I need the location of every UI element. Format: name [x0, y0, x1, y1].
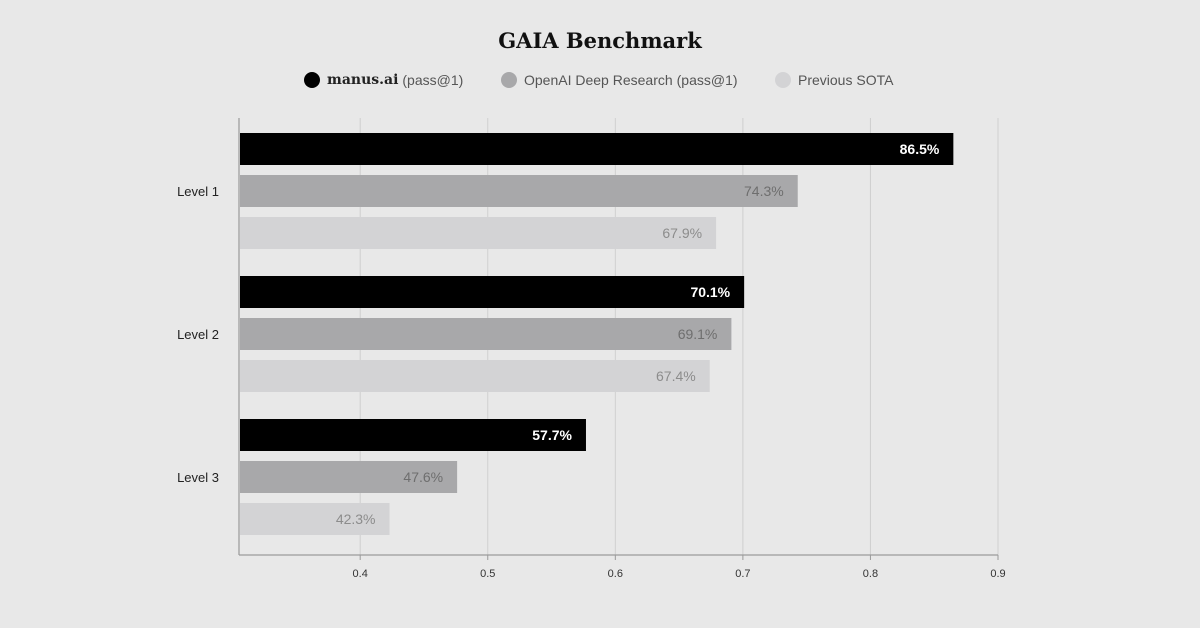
x-tick-label: 0.4 [353, 568, 368, 580]
legend-label-manus: manus.ai [327, 72, 399, 88]
legend-label-previous-sota: Previous SOTA [798, 72, 894, 88]
x-tick-label: 0.6 [608, 568, 623, 580]
category-label: Level 1 [177, 184, 219, 199]
category-label: Level 3 [177, 470, 219, 485]
data-label: 67.9% [662, 225, 702, 241]
bar-level-2-series-0 [240, 276, 745, 308]
legend: manus.ai (pass@1) OpenAI Deep Research (… [0, 72, 1200, 94]
data-label: 70.1% [690, 284, 730, 300]
bar-level-2-series-1 [240, 318, 732, 350]
bar-level-3-series-1 [240, 461, 458, 493]
data-label: 57.7% [532, 427, 572, 443]
data-label: 69.1% [678, 326, 718, 342]
data-label: 74.3% [744, 183, 784, 199]
bar-level-1-series-2 [240, 217, 717, 249]
bar-level-2-series-2 [240, 360, 710, 392]
legend-item-previous-sota: Previous SOTA [775, 72, 893, 88]
x-tick-label: 0.7 [735, 568, 750, 580]
data-label: 67.4% [656, 368, 696, 384]
bar-level-1-series-0 [240, 133, 954, 165]
legend-swatch-openai [501, 72, 517, 88]
x-tick-label: 0.9 [990, 568, 1005, 580]
bar-level-3-series-0 [240, 419, 586, 451]
legend-suffix-manus: (pass@1) [402, 72, 464, 88]
legend-swatch-previous-sota [775, 72, 791, 88]
x-tick-label: 0.5 [480, 568, 495, 580]
bar-level-1-series-1 [240, 175, 798, 207]
data-label: 86.5% [900, 141, 940, 157]
data-label: 47.6% [403, 469, 443, 485]
chart-title: GAIA Benchmark [498, 28, 702, 53]
legend-swatch-manus [304, 72, 320, 88]
legend-item-openai: OpenAI Deep Research (pass@1) [501, 72, 738, 88]
category-label: Level 2 [177, 327, 219, 342]
legend-label-openai: OpenAI Deep Research [524, 72, 673, 88]
legend-suffix-openai: (pass@1) [676, 72, 738, 88]
data-label: 42.3% [336, 511, 376, 527]
x-tick-label: 0.8 [863, 568, 878, 580]
bar-level-3-series-2 [240, 503, 390, 535]
legend-item-manus: manus.ai (pass@1) [304, 72, 463, 88]
